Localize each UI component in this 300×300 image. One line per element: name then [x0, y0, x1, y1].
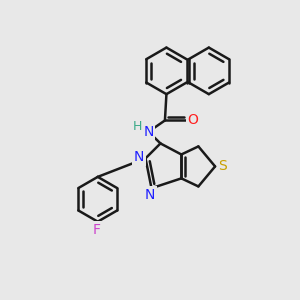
Text: N: N: [143, 125, 154, 139]
Text: N: N: [134, 150, 144, 164]
Text: H: H: [133, 120, 142, 133]
Text: F: F: [92, 223, 100, 237]
Text: N: N: [145, 188, 155, 202]
Text: S: S: [218, 159, 227, 173]
Text: O: O: [188, 113, 198, 128]
